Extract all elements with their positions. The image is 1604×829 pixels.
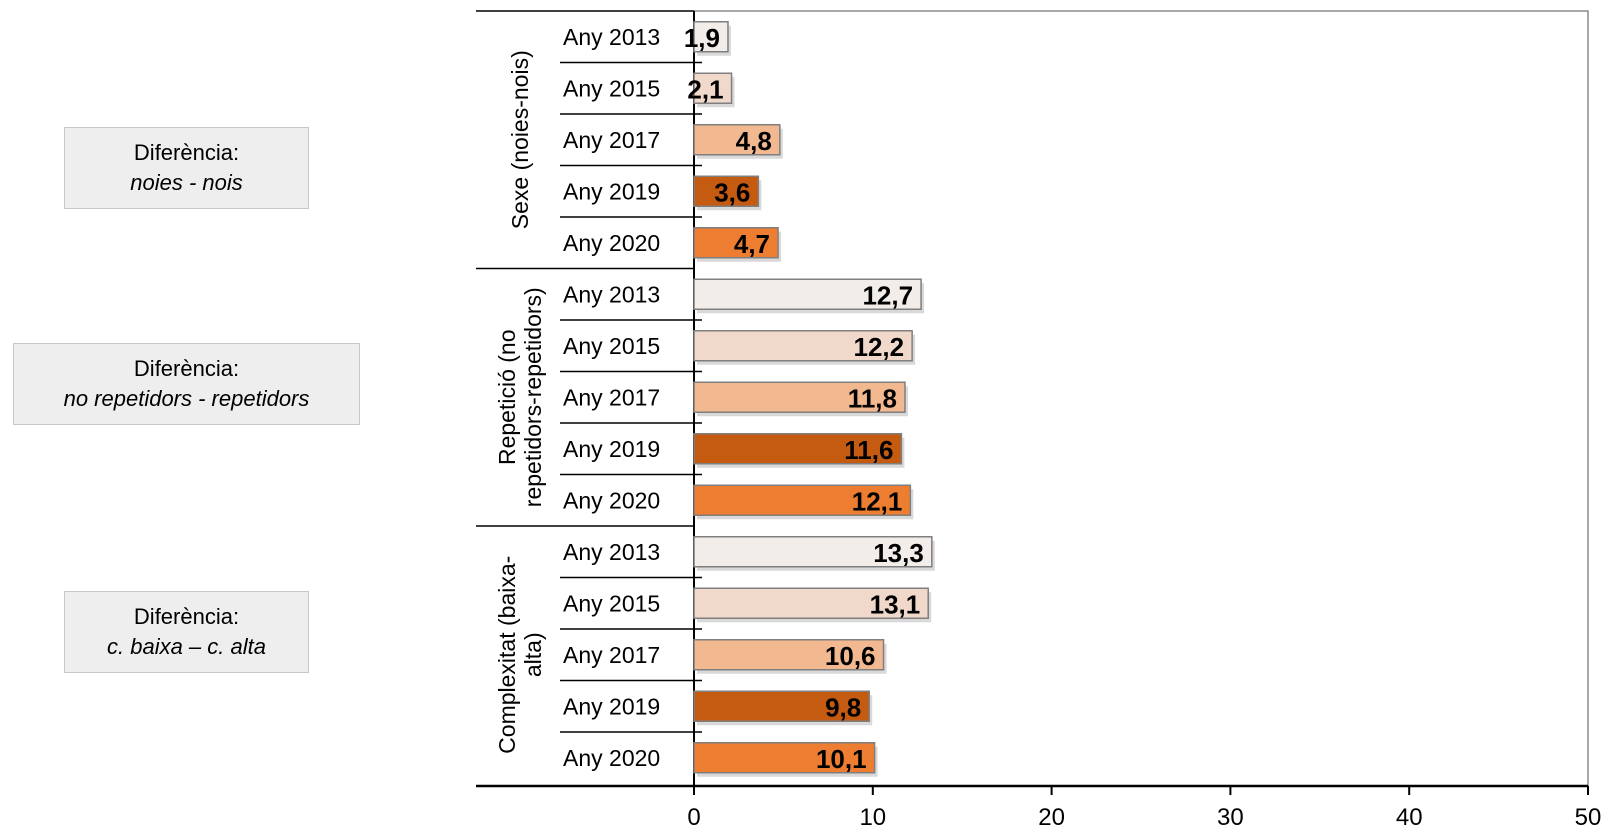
category-label: Any 2019 xyxy=(563,436,660,462)
category-label: Any 2020 xyxy=(563,745,660,771)
category-label: Any 2013 xyxy=(563,281,660,307)
x-tick-label: 50 xyxy=(1575,804,1602,829)
x-tick-label: 0 xyxy=(687,804,700,829)
group-label: Sexe (noies-nois) xyxy=(507,50,533,229)
category-label: Any 2017 xyxy=(563,127,660,153)
data-label: 11,6 xyxy=(844,435,893,465)
data-label: 11,8 xyxy=(848,383,897,413)
data-label: 13,1 xyxy=(870,589,921,619)
group-label: Repetició (norepetidors-repetidors) xyxy=(494,287,546,507)
data-label: 10,6 xyxy=(825,641,876,671)
category-label: Any 2017 xyxy=(563,642,660,668)
category-label: Any 2015 xyxy=(563,590,660,616)
category-label: Any 2020 xyxy=(563,487,660,513)
x-tick-label: 40 xyxy=(1396,804,1423,829)
category-label: Any 2013 xyxy=(563,539,660,565)
data-label: 12,7 xyxy=(862,280,913,310)
x-tick-label: 30 xyxy=(1217,804,1244,829)
data-label: 1,9 xyxy=(684,23,720,53)
data-label: 12,2 xyxy=(854,332,905,362)
data-label: 4,7 xyxy=(734,229,770,259)
data-label: 3,6 xyxy=(714,177,750,207)
group-label: Complexitat (baixa-alta) xyxy=(494,556,546,754)
data-label: 2,1 xyxy=(687,74,723,104)
category-label: Any 2019 xyxy=(563,178,660,204)
data-label: 9,8 xyxy=(825,692,861,722)
data-label: 4,8 xyxy=(736,126,772,156)
category-label: Any 2020 xyxy=(563,230,660,256)
x-tick-label: 20 xyxy=(1038,804,1065,829)
category-label: Any 2015 xyxy=(563,333,660,359)
category-label: Any 2013 xyxy=(563,24,660,50)
data-label: 12,1 xyxy=(852,486,903,516)
category-label: Any 2017 xyxy=(563,384,660,410)
data-label: 13,3 xyxy=(873,538,924,568)
category-label: Any 2015 xyxy=(563,75,660,101)
data-label: 10,1 xyxy=(816,744,867,774)
category-label: Any 2019 xyxy=(563,693,660,719)
x-tick-label: 10 xyxy=(859,804,886,829)
